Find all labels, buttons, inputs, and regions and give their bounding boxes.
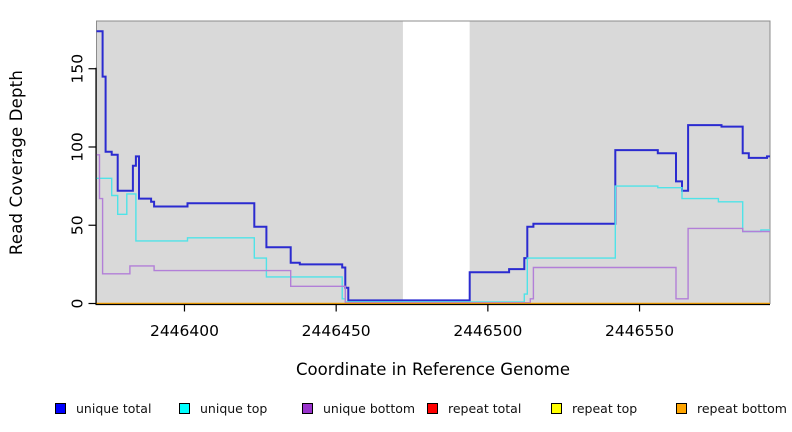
legend-item-repeat-total: repeat total xyxy=(427,399,521,417)
legend-item-unique-top: unique top xyxy=(179,399,267,417)
legend-label: unique total xyxy=(76,400,152,416)
x-tick-label: 2446450 xyxy=(302,322,371,340)
y-tick-label: 50 xyxy=(69,215,87,235)
chart-legend: unique total unique top unique bottom repea… xyxy=(0,399,792,419)
legend-label: repeat top xyxy=(572,400,638,416)
legend-item-repeat-top: repeat top xyxy=(551,399,637,417)
x-tick-label: 2446400 xyxy=(150,322,219,340)
series-unique-total xyxy=(96,30,770,302)
y-tick-label: 150 xyxy=(69,54,87,84)
y-tick-label: 100 xyxy=(69,132,87,162)
series-unique-bottom xyxy=(96,154,770,304)
legend-item-repeat-bottom: repeat bottom xyxy=(676,399,787,417)
y-axis-title-wrap: Read Coverage Depth xyxy=(4,21,28,304)
legend-swatch-repeat-total xyxy=(427,402,438,414)
legend-swatch-unique-bottom xyxy=(302,402,313,414)
x-tick-label: 2446550 xyxy=(605,322,674,340)
y-axis-title: Read Coverage Depth xyxy=(6,69,26,256)
legend-swatch-repeat-top xyxy=(551,402,562,414)
legend-item-unique-total: unique total xyxy=(55,399,151,417)
legend-swatch-repeat-bottom xyxy=(676,402,687,414)
y-tick-label: 0 xyxy=(69,299,87,309)
legend-swatch-unique-top xyxy=(179,402,190,414)
legend-label: repeat total xyxy=(448,400,522,416)
legend-label: repeat bottom xyxy=(697,400,787,416)
legend-swatch-unique-total xyxy=(55,402,66,414)
legend-item-unique-bottom: unique bottom xyxy=(302,399,415,417)
x-axis-title: Coordinate in Reference Genome xyxy=(295,360,571,379)
masked-region xyxy=(402,21,470,304)
x-tick-label: 2446500 xyxy=(453,322,522,340)
legend-label: unique top xyxy=(200,400,268,416)
legend-label: unique bottom xyxy=(323,400,416,416)
